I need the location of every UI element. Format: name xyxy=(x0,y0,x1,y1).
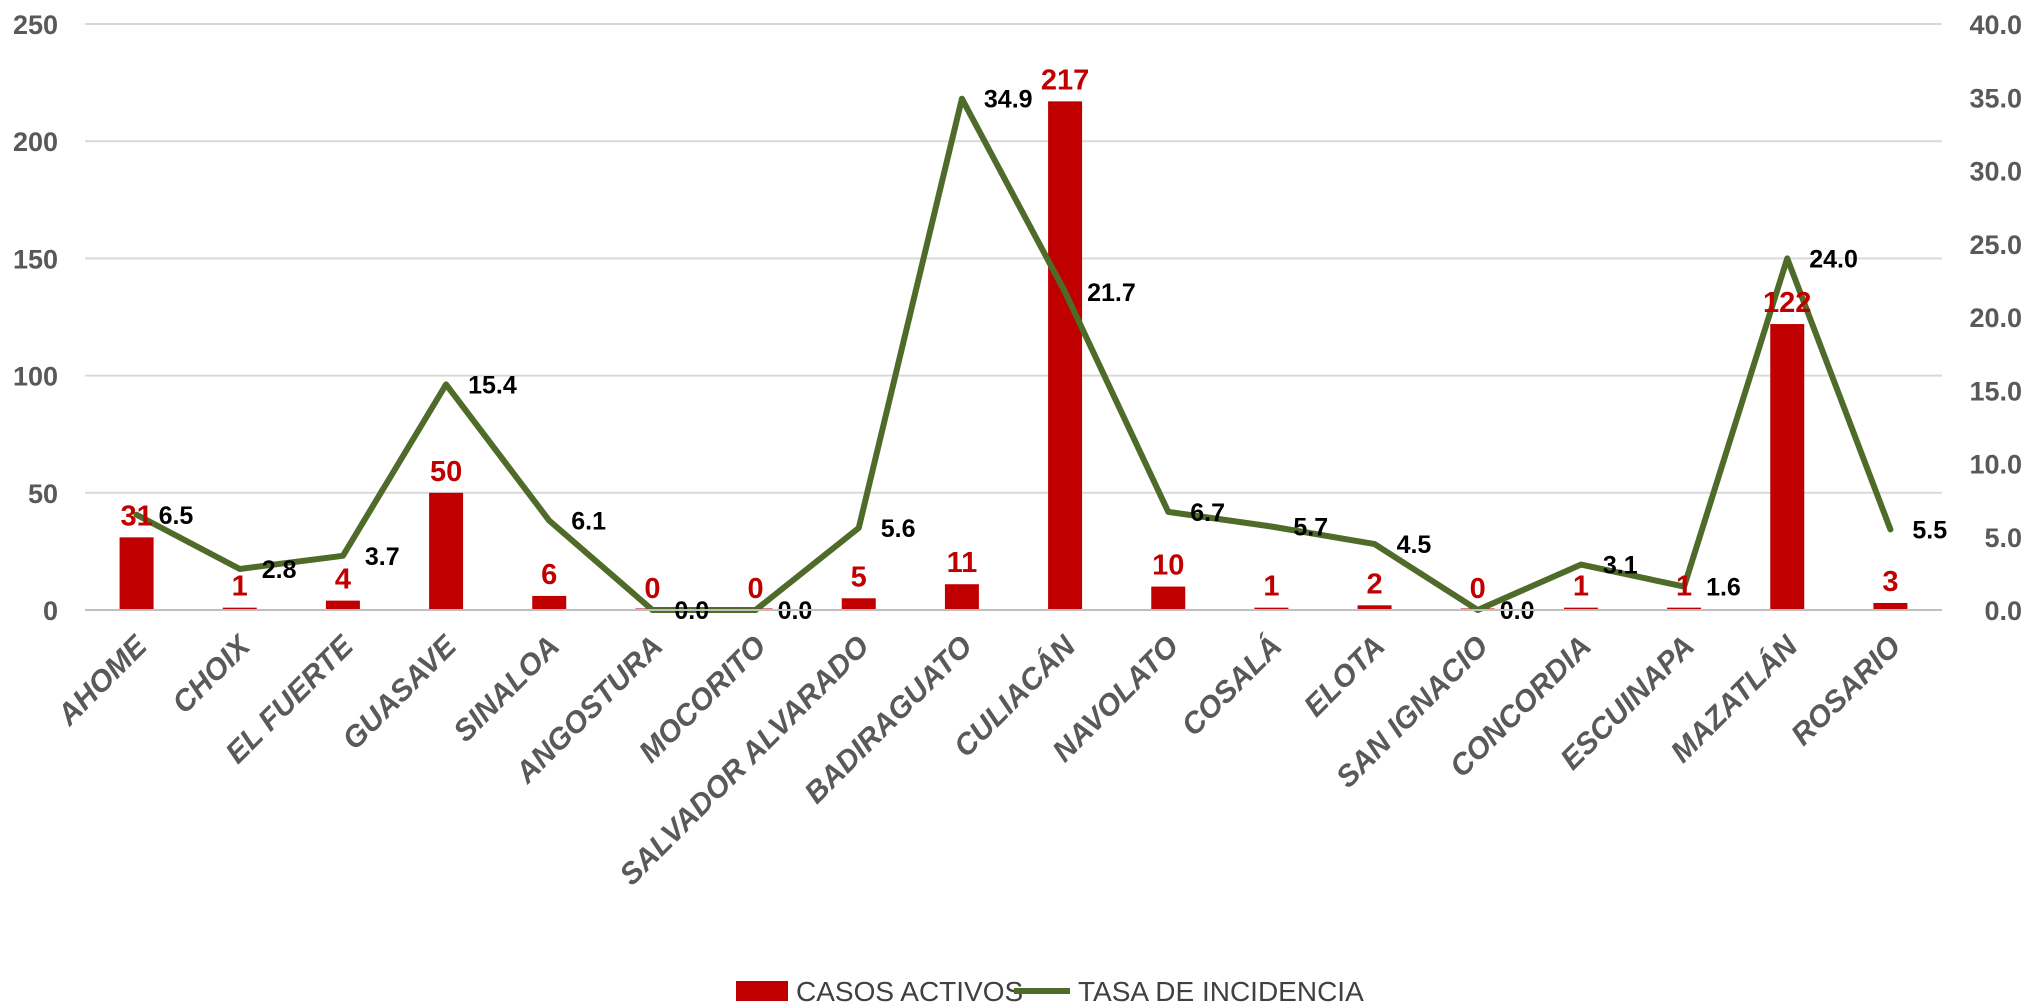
bar-casos-activos xyxy=(429,492,464,610)
y-right-tick-label: 40.0 xyxy=(1969,10,2022,40)
line-data-label: 21.7 xyxy=(1087,279,1136,307)
legend-label-tasa-de-incidencia: TASA DE INCIDENCIA xyxy=(1078,976,1364,1007)
bar-data-label: 5 xyxy=(851,561,867,593)
legend: CASOS ACTIVOS TASA DE INCIDENCIA xyxy=(736,976,1364,1007)
x-tick-label: CHOIX xyxy=(166,628,258,720)
x-tick-label: ELOTA xyxy=(1298,630,1392,724)
line-data-labels: 6.52.8 3.715.46.10.0 0.05.634.921.76.75.74… xyxy=(159,86,1948,625)
y-left-tick-label: 0 xyxy=(43,596,58,626)
x-tick-label: COSALÁ xyxy=(1175,629,1289,743)
bar-casos-activos xyxy=(1770,324,1805,610)
bar-casos-activos xyxy=(1873,602,1908,610)
bar-data-label: 0 xyxy=(748,573,764,605)
x-tick-label: ROSARIO xyxy=(1785,630,1907,752)
legend-swatch-casos-activos xyxy=(736,981,788,1001)
legend-label-casos-activos: CASOS ACTIVOS xyxy=(796,976,1023,1007)
bar-casos-activos xyxy=(841,598,876,610)
bar-data-label: 0 xyxy=(1470,573,1486,605)
line-data-label: 6.7 xyxy=(1190,499,1225,527)
bar-data-label: 11 xyxy=(947,547,978,579)
bar-casos-activos xyxy=(532,595,567,610)
x-tick-label: GUASAVE xyxy=(336,629,463,756)
bar-data-label: 2 xyxy=(1367,568,1383,600)
bar-data-label: 122 xyxy=(1763,287,1811,319)
bar-data-label: 3 xyxy=(1882,566,1898,598)
line-tasa-de-incidencia xyxy=(133,95,1894,613)
bar-casos-activos xyxy=(1357,605,1392,610)
y-left-tick-label: 250 xyxy=(13,10,58,40)
y-right-tick-label: 5.0 xyxy=(1984,523,2022,553)
line-data-label: 15.4 xyxy=(468,371,517,399)
line-data-label: 1.6 xyxy=(1706,574,1741,602)
y-axis-left: 0 50 100 150 200 250 xyxy=(13,10,58,626)
bar-casos-activos xyxy=(119,537,154,610)
bar-data-label: 0 xyxy=(644,573,660,605)
bar-casos-activos xyxy=(222,607,257,610)
y-left-tick-label: 150 xyxy=(13,244,58,274)
bar-data-label: 1 xyxy=(1573,571,1589,603)
bar-data-label: 217 xyxy=(1041,64,1089,96)
bar-data-label: 10 xyxy=(1152,550,1184,582)
line-data-label: 6.5 xyxy=(159,502,194,530)
bar-casos-activos xyxy=(1563,607,1598,610)
y-right-tick-label: 35.0 xyxy=(1969,83,2022,113)
y-left-tick-label: 50 xyxy=(28,479,58,509)
bar-casos-activos xyxy=(1667,607,1702,610)
y-left-tick-label: 100 xyxy=(13,362,58,392)
line-data-label: 2.8 xyxy=(262,556,297,584)
bar-data-label: 1 xyxy=(1263,571,1279,603)
bar-casos-activos xyxy=(944,584,979,610)
line-data-label: 5.7 xyxy=(1293,513,1328,541)
bar-data-label: 31 xyxy=(120,500,152,532)
bar-series-casos-activos xyxy=(119,101,1908,611)
line-data-label: 3.1 xyxy=(1603,552,1638,580)
bar-data-label: 1 xyxy=(232,571,248,603)
line-series-tasa-de-incidencia xyxy=(133,95,1894,613)
bar-casos-activos xyxy=(1151,586,1186,610)
y-left-tick-label: 200 xyxy=(13,127,58,157)
bar-casos-activos xyxy=(325,600,360,610)
bar-casos-activos xyxy=(1254,607,1289,610)
bar-data-label: 4 xyxy=(335,564,351,596)
bar-data-label: 50 xyxy=(430,456,462,488)
line-data-label: 24.0 xyxy=(1809,245,1858,273)
x-tick-label: AHOME xyxy=(51,629,155,733)
y-axis-right: 0.0 5.0 10.0 15.0 20.0 25.0 30.0 35.0 40.0 xyxy=(1969,10,2022,626)
y-right-tick-label: 15.0 xyxy=(1969,376,2022,406)
line-data-label: 6.1 xyxy=(571,508,606,536)
line-data-label: 3.7 xyxy=(365,543,400,571)
y-right-tick-label: 30.0 xyxy=(1969,157,2022,187)
line-data-label: 4.5 xyxy=(1397,531,1432,559)
line-data-label: 34.9 xyxy=(984,86,1033,114)
y-right-tick-label: 0.0 xyxy=(1984,596,2022,626)
bar-casos-activos xyxy=(1048,101,1083,611)
y-right-tick-label: 20.0 xyxy=(1969,303,2022,333)
line-data-label: 5.5 xyxy=(1912,516,1947,544)
y-right-tick-label: 10.0 xyxy=(1969,450,2022,480)
line-data-label: 5.6 xyxy=(881,515,916,543)
y-right-tick-label: 25.0 xyxy=(1969,230,2022,260)
bar-data-label: 6 xyxy=(541,559,557,591)
bar-data-label: 1 xyxy=(1676,571,1692,603)
